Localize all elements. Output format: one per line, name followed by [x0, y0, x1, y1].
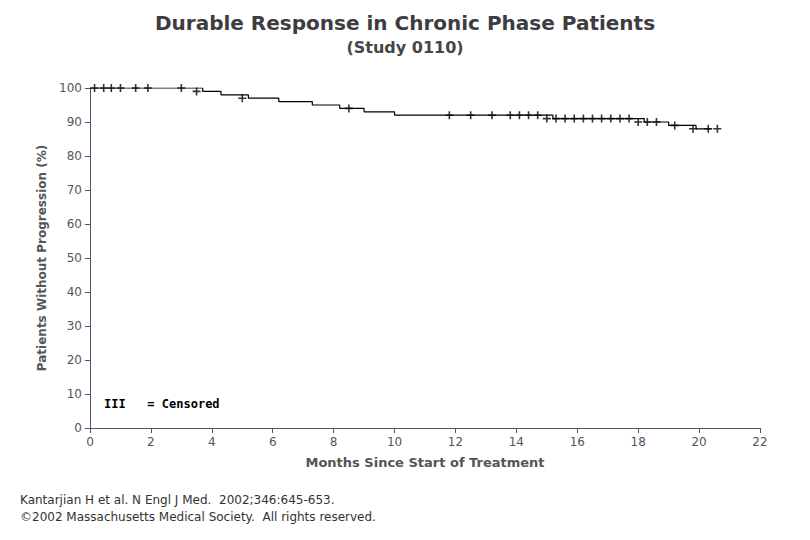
svg-text:12: 12 [448, 435, 463, 449]
svg-text:90: 90 [67, 115, 82, 129]
svg-text:2: 2 [147, 435, 155, 449]
svg-text:20: 20 [691, 435, 706, 449]
svg-text:(Study 0110): (Study 0110) [346, 38, 463, 57]
svg-text:10: 10 [387, 435, 402, 449]
svg-text:10: 10 [67, 387, 82, 401]
svg-text:6: 6 [269, 435, 277, 449]
svg-text:0: 0 [74, 421, 82, 435]
svg-text:80: 80 [67, 149, 82, 163]
svg-text:0: 0 [86, 435, 94, 449]
svg-text:Months Since Start of Treatmen: Months Since Start of Treatment [305, 455, 544, 470]
svg-text:8: 8 [330, 435, 338, 449]
svg-text:III = Censored: III = Censored [104, 397, 220, 411]
svg-text:4: 4 [208, 435, 216, 449]
svg-text:50: 50 [67, 251, 82, 265]
svg-text:18: 18 [631, 435, 646, 449]
svg-text:©2002 Massachusetts Medical So: ©2002 Massachusetts Medical Society. All… [20, 510, 376, 524]
svg-text:22: 22 [752, 435, 767, 449]
svg-text:70: 70 [67, 183, 82, 197]
svg-text:60: 60 [67, 217, 82, 231]
svg-text:14: 14 [509, 435, 524, 449]
svg-text:20: 20 [67, 353, 82, 367]
svg-text:Patients Without Progression (: Patients Without Progression (%) [35, 145, 49, 371]
svg-text:Kantarjian H et al. N Engl J M: Kantarjian H et al. N Engl J Med. 2002;3… [20, 493, 334, 507]
svg-text:100: 100 [59, 81, 82, 95]
svg-text:40: 40 [67, 285, 82, 299]
svg-text:16: 16 [570, 435, 585, 449]
svg-text:30: 30 [67, 319, 82, 333]
svg-text:Durable Response in Chronic Ph: Durable Response in Chronic Phase Patien… [155, 11, 655, 35]
